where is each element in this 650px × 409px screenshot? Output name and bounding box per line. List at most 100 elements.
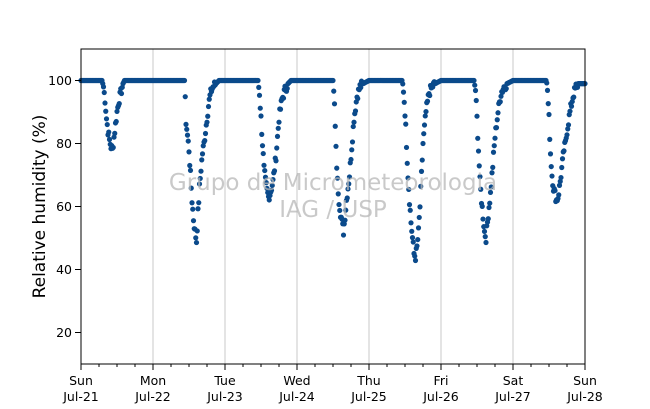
x-tick-date: Jul-25 xyxy=(350,389,387,404)
data-point xyxy=(276,119,282,125)
data-point xyxy=(280,95,287,101)
data-point xyxy=(556,192,562,198)
data-point xyxy=(547,151,554,157)
data-point xyxy=(196,181,203,187)
data-point xyxy=(485,216,491,222)
data-point xyxy=(548,163,554,170)
data-point xyxy=(503,85,509,92)
data-point xyxy=(495,110,501,116)
data-point xyxy=(477,174,483,180)
data-point xyxy=(355,95,361,102)
data-point xyxy=(189,200,195,206)
data-point xyxy=(186,149,192,155)
x-tick-day: Mon xyxy=(140,373,166,388)
data-point xyxy=(427,92,433,99)
data-point xyxy=(103,108,109,114)
data-point xyxy=(480,216,486,222)
data-point xyxy=(101,89,107,96)
data-point xyxy=(487,200,493,206)
data-point xyxy=(402,113,408,119)
data-point xyxy=(116,101,122,107)
data-point xyxy=(478,186,484,192)
data-point xyxy=(490,149,497,155)
data-point xyxy=(102,100,108,106)
x-tick-day: Sun xyxy=(69,373,93,388)
data-point xyxy=(336,201,342,208)
data-point xyxy=(260,150,266,157)
data-point xyxy=(184,126,190,132)
data-point xyxy=(181,77,188,84)
data-point xyxy=(476,163,482,169)
data-point xyxy=(407,207,413,213)
data-point xyxy=(330,77,336,84)
data-point xyxy=(194,228,200,234)
data-point xyxy=(277,106,284,112)
data-point xyxy=(335,191,341,197)
data-point xyxy=(340,232,347,238)
data-point xyxy=(403,144,410,151)
data-point xyxy=(404,160,410,166)
x-tick-day: Wed xyxy=(283,373,310,388)
data-point xyxy=(182,94,188,100)
data-point xyxy=(342,217,348,223)
x-tick-day: Fri xyxy=(434,373,449,388)
data-point xyxy=(190,218,197,224)
data-point xyxy=(256,84,262,90)
data-point xyxy=(418,183,424,189)
y-tick-label: 60 xyxy=(56,199,72,214)
data-point xyxy=(556,182,563,188)
data-point xyxy=(486,204,492,211)
x-tick-day: Sat xyxy=(503,373,524,388)
data-point xyxy=(284,85,290,92)
x-tick-date: Jul-22 xyxy=(134,389,171,404)
data-point xyxy=(187,167,194,174)
data-point xyxy=(400,81,406,87)
data-point xyxy=(110,144,116,151)
data-point xyxy=(409,228,415,234)
data-point xyxy=(403,121,409,127)
data-point xyxy=(104,121,110,128)
data-point xyxy=(255,77,261,84)
data-point xyxy=(114,108,120,115)
data-point xyxy=(545,101,551,107)
data-point xyxy=(266,197,272,203)
data-point xyxy=(269,182,275,189)
data-point xyxy=(544,80,550,86)
data-point xyxy=(199,151,206,157)
data-point xyxy=(358,84,364,91)
y-tick-label: 20 xyxy=(56,325,72,340)
data-point xyxy=(558,174,564,181)
x-axis: SunJul-21MonJul-22TueJul-23WedJul-24ThuJ… xyxy=(62,364,603,404)
data-point xyxy=(257,105,263,111)
data-point xyxy=(559,164,565,171)
data-point xyxy=(349,139,356,145)
data-point xyxy=(422,113,428,119)
data-point xyxy=(273,158,279,164)
data-point xyxy=(352,108,359,114)
data-point xyxy=(420,140,426,147)
data-point xyxy=(205,103,212,110)
data-point xyxy=(190,206,196,212)
data-point xyxy=(494,117,500,123)
y-axis-label: Relative humidity (%) xyxy=(30,115,50,299)
data-point xyxy=(546,111,552,118)
data-point xyxy=(262,174,269,180)
data-point xyxy=(205,113,211,119)
data-point xyxy=(481,228,488,235)
data-point xyxy=(400,89,407,95)
data-point xyxy=(475,148,482,154)
y-tick-label: 100 xyxy=(48,73,72,88)
x-tick-day: Tue xyxy=(213,373,236,388)
data-point xyxy=(479,203,485,209)
data-point xyxy=(344,195,350,201)
data-point xyxy=(264,185,270,192)
data-point xyxy=(471,77,477,84)
data-point xyxy=(488,184,494,190)
data-point xyxy=(568,103,575,109)
data-point xyxy=(197,175,203,182)
data-point xyxy=(187,162,193,169)
data-point xyxy=(274,145,280,151)
data-points xyxy=(78,77,588,264)
